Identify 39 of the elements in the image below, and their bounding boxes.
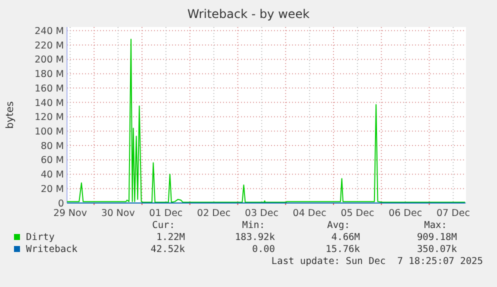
y-tick-label: 220 M [34,40,64,52]
x-tick-label: 30 Nov [101,208,136,219]
text: 350.07k [416,244,458,255]
text: 42.52k [150,244,186,255]
y-tick-label: 80 M [40,140,64,152]
text: 183.92k [234,232,276,243]
x-tick-label: 02 Dec [197,208,231,219]
x-tick-label: 06 Dec [388,208,422,219]
text: Min: [242,220,265,231]
text: 1.22M [156,232,186,243]
y-tick-label: 200 M [34,54,64,66]
legend-label: Writeback [26,244,78,255]
text: Max: [424,220,447,231]
y-tick-label: 100 M [34,126,64,138]
text: 0.00 [252,244,276,255]
y-tick-label: 120 M [34,112,64,124]
text: Cur: [152,220,175,231]
legend-label: Dirty [26,232,55,243]
text: Avg: [327,220,350,231]
text: 15.76k [326,244,360,255]
x-tick-label: 07 Dec [436,208,470,219]
text: 909.18M [416,232,458,243]
y-tick-label: 180 M [34,69,64,80]
y-tick-label: 0 [58,198,64,210]
y-axis-title: bytes [5,101,16,129]
x-tick-label: 03 Dec [244,208,278,219]
x-tick-label: 29 Nov [53,208,88,219]
x-tick-label: 04 Dec [292,208,326,219]
y-tick-label: 40 M [40,170,64,181]
chart-title: Writeback - by week [187,7,310,21]
x-tick-label: 01 Dec [149,208,183,219]
y-tick-label: 60 M [40,155,64,166]
y-tick-label: 140 M [34,98,64,109]
y-tick-label: 20 M [40,184,64,195]
y-tick-label: 240 M [34,26,64,37]
text: 4.66M [331,232,360,243]
x-tick-label: 05 Dec [340,208,374,219]
text: Last update: Sun Dec 7 18:25:07 2025 [271,256,483,267]
y-tick-label: 160 M [34,83,64,94]
